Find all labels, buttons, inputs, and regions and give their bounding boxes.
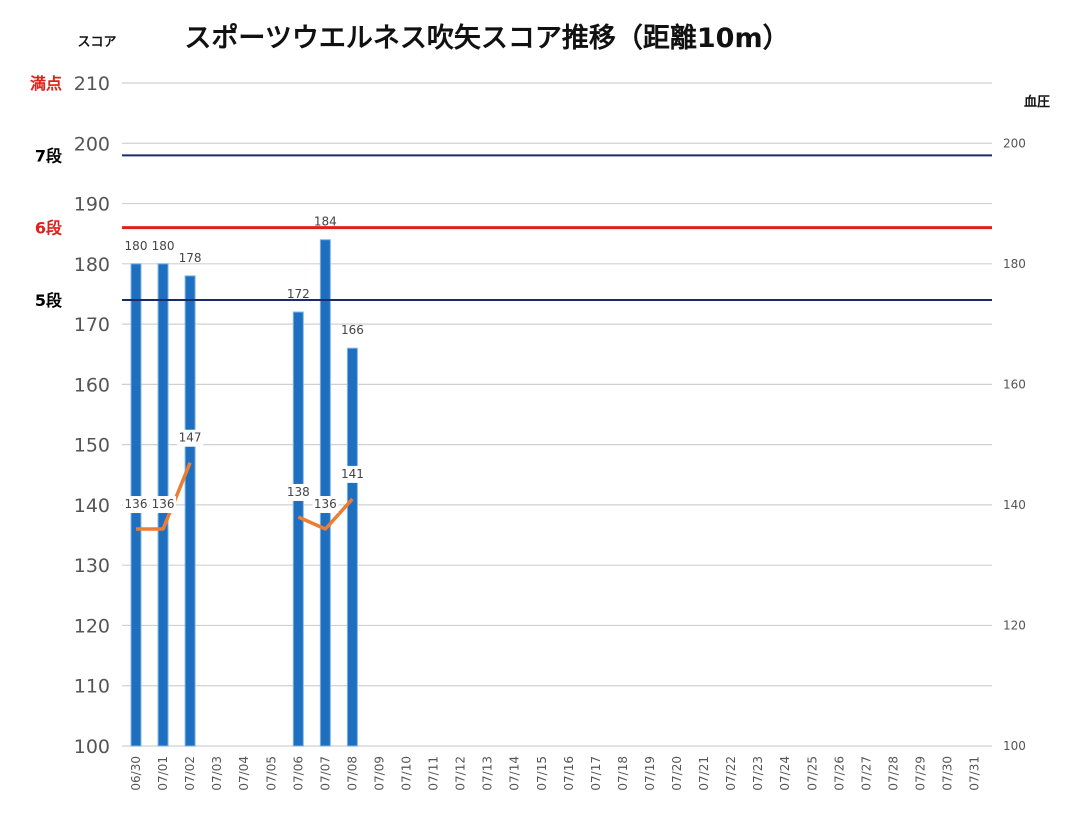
x-tick-label: 07/20: [670, 756, 684, 791]
y2-tick-label: 140: [1003, 498, 1026, 512]
y-tick-label: 120: [74, 615, 110, 637]
line-data-label: 136: [152, 497, 175, 511]
x-tick-label: 07/28: [886, 756, 900, 791]
bar-data-label: 166: [341, 323, 364, 337]
x-tick-label: 07/08: [345, 756, 359, 791]
line-data-label-bg: [285, 483, 312, 501]
y-tick-label: 140: [74, 495, 110, 517]
y-axis-ticks: 100 110 120 130 140 150 160 170 180 190 200 210: [74, 73, 110, 758]
x-tick-label: 07/02: [183, 756, 197, 791]
bar-data-labels: 180 180 178 172 184 166: [125, 215, 364, 337]
x-tick-label: 07/05: [264, 756, 278, 791]
x-tick-label: 07/15: [535, 756, 549, 791]
line-data-label-bg: [150, 496, 177, 514]
x-tick-label: 07/07: [318, 756, 332, 791]
x-tick-label: 07/11: [427, 756, 441, 791]
line-series: [136, 462, 354, 531]
x-tick-label: 07/01: [156, 756, 170, 791]
y2-tick-label: 100: [1003, 739, 1026, 753]
x-tick-label: 07/16: [562, 756, 576, 791]
line-data-label: 136: [125, 497, 148, 511]
line-data-label: 136: [314, 497, 337, 511]
x-tick-label: 07/10: [400, 756, 414, 791]
x-tick-label: 07/29: [913, 756, 927, 791]
bar: [319, 239, 331, 747]
x-tick-label: 07/23: [751, 756, 765, 791]
y-tick-label: 160: [74, 374, 110, 396]
y-tick-label: 100: [74, 736, 110, 758]
line-data-label-bg: [177, 429, 204, 447]
x-tick-label: 07/25: [805, 756, 819, 791]
x-tick-label: 07/22: [724, 756, 738, 791]
line-data-label: 138: [287, 485, 310, 499]
x-tick-label: 07/19: [643, 756, 657, 791]
line-data-labels: 136 136 147 138 136 141: [123, 429, 366, 514]
bar: [184, 275, 196, 747]
x-tick-label: 07/13: [481, 756, 495, 791]
reference-label: 7段: [35, 146, 63, 165]
x-tick-label: 07/18: [616, 756, 630, 791]
y-tick-label: 200: [74, 133, 110, 155]
x-tick-label: 07/30: [941, 756, 955, 791]
x-tick-label: 07/26: [832, 756, 846, 791]
y-tick-label: 190: [74, 194, 110, 216]
line-data-label: 141: [341, 467, 364, 481]
line-data-label-bg: [123, 496, 149, 514]
y2-tick-label: 120: [1003, 618, 1026, 632]
x-tick-label: 07/31: [968, 756, 982, 791]
x-tick-label: 06/30: [129, 756, 143, 791]
x-tick-label: 07/24: [778, 756, 792, 791]
x-tick-label: 07/17: [589, 756, 603, 791]
y-tick-label: 130: [74, 555, 110, 577]
y-tick-label: 150: [74, 435, 110, 457]
reference-label: 5段: [35, 291, 63, 310]
x-axis-ticks: 06/30 07/01 07/02 07/03 07/04 07/05 07/06 07/07…: [129, 756, 982, 791]
y-tick-label: 180: [74, 254, 110, 276]
bar-data-label: 180: [125, 239, 148, 253]
y2-tick-label: 160: [1003, 377, 1026, 391]
line-segment: [136, 462, 192, 531]
y2-axis-ticks: 100 120 140 160 180 200: [1003, 136, 1026, 753]
line-data-label: 147: [179, 431, 202, 445]
bar-data-label: 178: [179, 251, 202, 265]
reference-label: 6段: [35, 219, 63, 238]
line-data-label-bg: [312, 496, 339, 514]
x-tick-label: 07/12: [454, 756, 468, 791]
chart-title: スポーツウエルネス吹矢スコア推移（距離10m）: [184, 22, 789, 54]
gridlines: [122, 82, 992, 747]
line-data-label-bg: [339, 465, 366, 483]
y2-axis-title: 血圧: [1024, 94, 1050, 110]
bar-data-label: 180: [152, 239, 175, 253]
y-axis-title: スコア: [77, 35, 116, 50]
bar: [346, 347, 358, 747]
bar-series: [130, 239, 358, 747]
line-segment: [297, 497, 354, 531]
x-tick-label: 07/04: [237, 756, 251, 791]
bar-data-label: 184: [314, 215, 337, 229]
bar-data-label: 172: [287, 287, 310, 301]
x-tick-label: 07/09: [372, 756, 386, 791]
x-tick-label: 07/21: [697, 756, 711, 791]
y-tick-label: 210: [74, 73, 110, 95]
y-tick-label: 110: [74, 676, 110, 698]
reference-lines: 満点 7段 6段 5段: [30, 74, 992, 310]
x-tick-label: 07/03: [210, 756, 224, 791]
y2-tick-label: 200: [1003, 136, 1026, 150]
bar: [292, 311, 304, 747]
x-tick-label: 07/14: [508, 756, 522, 791]
reference-label: 満点: [30, 74, 62, 93]
y2-tick-label: 180: [1003, 257, 1026, 271]
y-tick-label: 170: [74, 314, 110, 336]
x-tick-label: 07/27: [859, 756, 873, 791]
x-tick-label: 07/06: [291, 756, 305, 791]
